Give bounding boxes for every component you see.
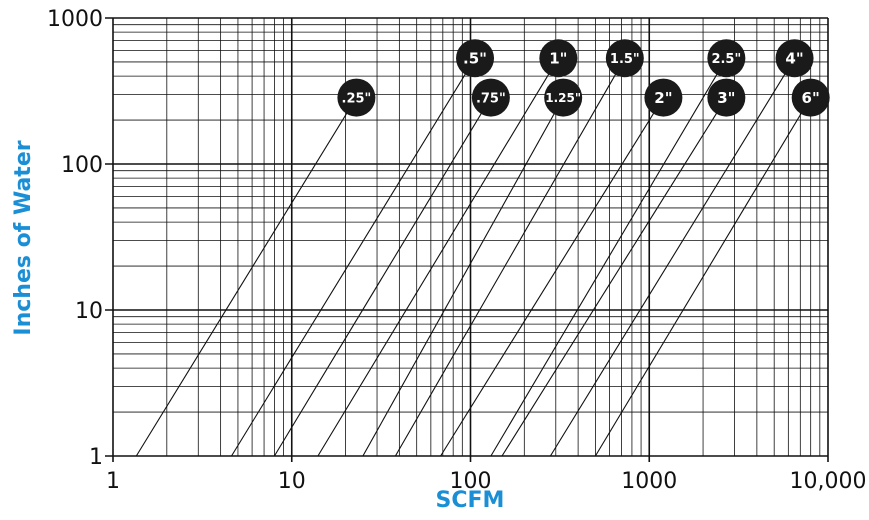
y-axis-title: Inches of Water: [11, 140, 36, 335]
series-badge: 1.25": [544, 78, 583, 117]
series-line: [273, 97, 492, 457]
series-badges: .25" .5" .75" 1" 1.25" 1.5" 2" 2.5" 3" 4" 6": [337, 39, 830, 117]
badge-circle: [644, 78, 683, 117]
badge-circle: [337, 78, 376, 117]
series-badge: 1": [539, 39, 578, 78]
x-axis-title: SCFM: [436, 488, 505, 513]
tick-labels: 1 10 100 1000 10,000 1 10 100 1000: [47, 7, 866, 494]
series-line: [490, 58, 727, 457]
badge-circle: [707, 78, 746, 117]
badge-label: 2": [654, 89, 672, 107]
series-line: [317, 58, 559, 457]
badge-circle: [456, 39, 495, 78]
y-tick-label: 1000: [47, 7, 103, 32]
series-line: [440, 97, 664, 457]
series-line: [594, 97, 812, 457]
badge-label: .75": [476, 91, 506, 106]
badge-circle: [605, 39, 644, 78]
series-badge: .75": [471, 78, 510, 117]
series-badge: 2.5": [707, 39, 746, 78]
series-badge: 4": [775, 39, 814, 78]
x-tick-label: 10,000: [790, 469, 867, 494]
badge-label: 4": [785, 50, 803, 68]
badge-circle: [791, 78, 830, 117]
badge-circle: [775, 39, 814, 78]
badge-circle: [539, 39, 578, 78]
badge-label: 6": [802, 89, 820, 107]
series-badge: 2": [644, 78, 683, 117]
series-line: [135, 97, 357, 457]
x-tick-label: 100: [450, 469, 492, 494]
badge-label: 1.5": [610, 52, 640, 67]
x-tick-label: 1000: [621, 469, 677, 494]
badge-circle: [544, 78, 583, 117]
series-line: [231, 58, 476, 457]
x-tick-label: 1: [106, 469, 120, 494]
badge-label: 1": [549, 50, 567, 68]
badge-label: .5": [463, 50, 487, 68]
badge-label: .25": [342, 91, 372, 106]
badge-label: 1.25": [545, 91, 581, 105]
badge-label: 2.5": [711, 52, 741, 67]
badge-circle: [707, 39, 746, 78]
y-tick-label: 100: [61, 153, 103, 178]
series-badge: .25": [337, 78, 376, 117]
badge-circle: [471, 78, 510, 117]
x-tick-label: 10: [278, 469, 306, 494]
y-tick-label: 1: [89, 445, 103, 470]
series-badge: .5": [456, 39, 495, 78]
series-line: [362, 97, 564, 457]
series-lines: [135, 58, 812, 457]
series-badge: 1.5": [605, 39, 644, 78]
series-badge: 3": [707, 78, 746, 117]
series-line: [501, 97, 727, 457]
badge-label: 3": [717, 89, 735, 107]
series-line: [549, 58, 796, 457]
series-line: [394, 58, 626, 457]
series-badge: 6": [791, 78, 830, 117]
y-tick-label: 10: [75, 299, 103, 324]
